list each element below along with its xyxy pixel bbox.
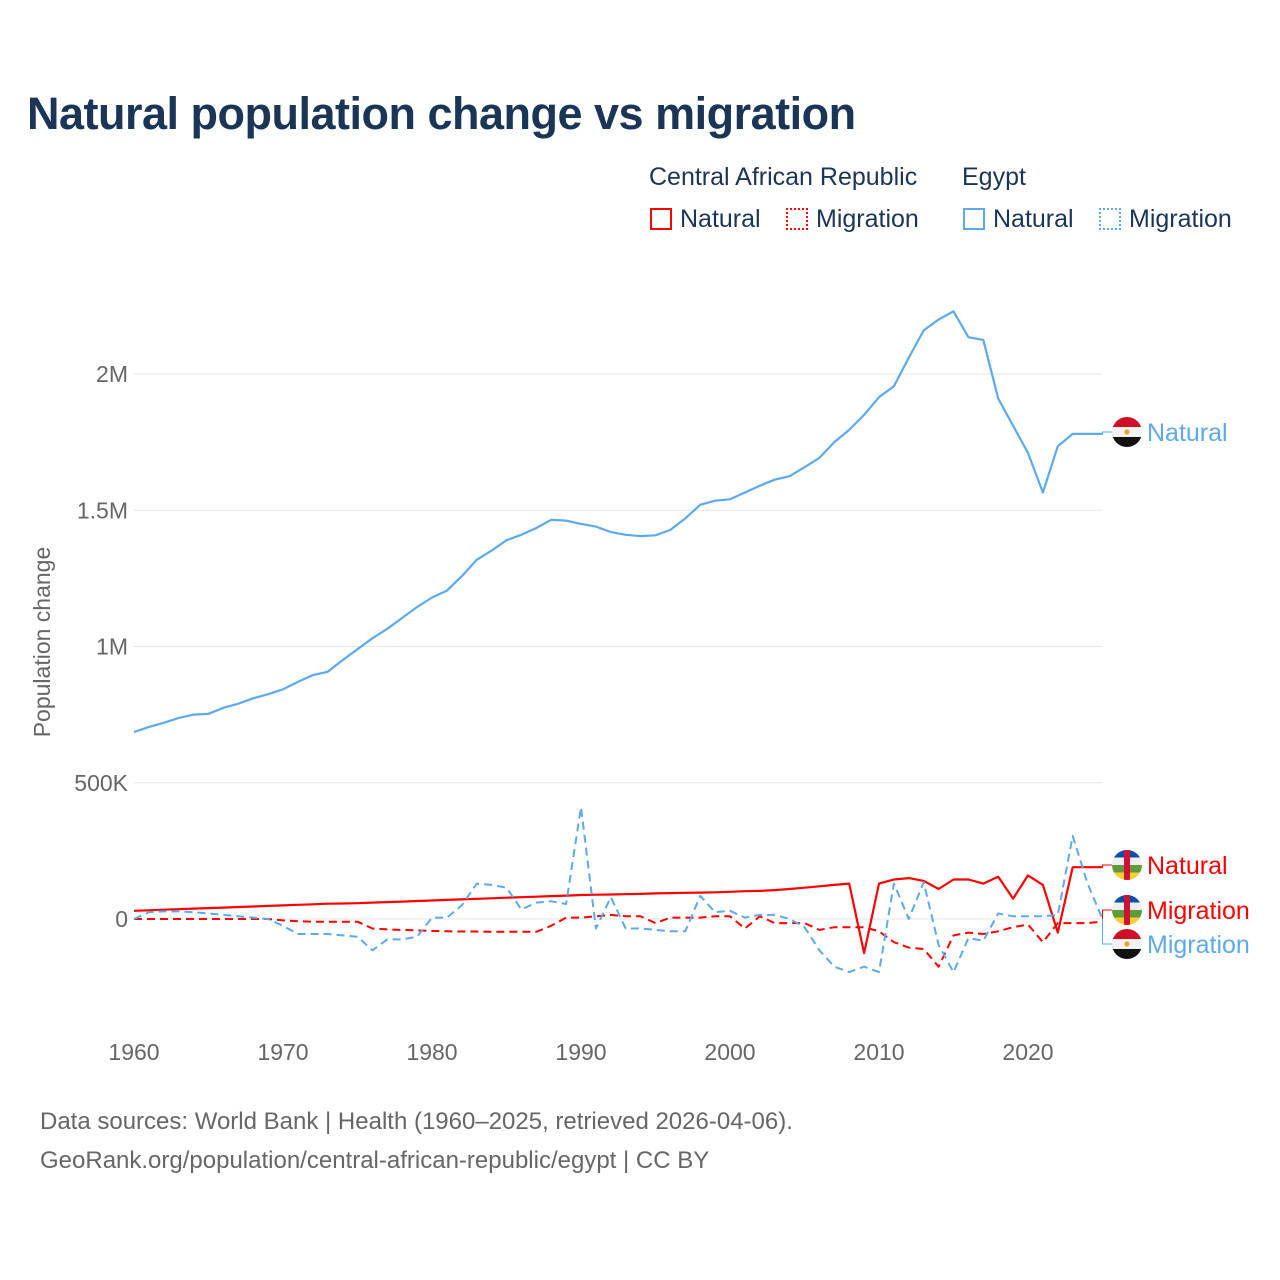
legend-country-car: Central African Republic (649, 163, 918, 191)
legend-swatch-car-migration (786, 208, 808, 230)
car-flag-icon (1112, 850, 1142, 880)
flag-body (1112, 929, 1142, 959)
legend-egypt-natural[interactable]: Natural (993, 205, 1074, 233)
end-label-connector (1102, 909, 1112, 922)
car-flag-icon (1112, 895, 1142, 925)
legend-swatch-egypt-natural (963, 208, 985, 230)
egypt-flag-icon (1112, 929, 1142, 959)
end-label: Migration (1147, 897, 1250, 925)
flag-emblem (1124, 429, 1130, 435)
end-label: Migration (1147, 931, 1250, 959)
y-tick-label: 2M (96, 361, 128, 387)
flag-body (1112, 417, 1142, 447)
x-tick-label: 1970 (257, 1039, 308, 1065)
flag-stripe (1112, 437, 1142, 447)
y-tick-label: 0 (115, 906, 128, 932)
legend-car-natural[interactable]: Natural (680, 205, 761, 233)
x-tick-label: 1960 (108, 1039, 159, 1065)
egypt-flag-icon (1112, 417, 1142, 447)
end-label-connector (1102, 919, 1112, 945)
flag-stripe (1124, 895, 1130, 925)
x-tick-label: 2000 (704, 1039, 755, 1065)
series-line-central-african-republic-migration (134, 913, 1103, 968)
flag-stripe (1124, 850, 1130, 880)
legend-country-egypt: Egypt (962, 163, 1026, 191)
legend-swatch-egypt-migration (1099, 208, 1121, 230)
y-tick-label: 1.5M (77, 497, 128, 523)
end-label: Natural (1147, 852, 1228, 880)
legend-swatch-car-natural (650, 208, 672, 230)
x-tick-label: 1980 (406, 1039, 457, 1065)
series-line-egypt-migration (133, 806, 1104, 974)
flag-body (1112, 850, 1142, 880)
legend-car-migration[interactable]: Migration (816, 205, 919, 233)
footer-link[interactable]: GeoRank.org/population/central-african-r… (40, 1147, 710, 1174)
x-tick-label: 2020 (1002, 1039, 1053, 1065)
x-tick-label: 2010 (853, 1039, 904, 1065)
y-tick-label: 500K (74, 770, 128, 796)
chart-title: Natural population change vs migration (27, 88, 856, 139)
series-line-central-african-republic-natural (133, 866, 1103, 955)
flag-stripe (1112, 417, 1142, 427)
y-axis-label: Population change (29, 547, 55, 738)
footer-sources: Data sources: World Bank | Health (1960–… (40, 1108, 793, 1135)
flag-emblem (1124, 941, 1130, 947)
flag-stripe (1112, 929, 1142, 939)
flag-body (1112, 895, 1142, 925)
x-tick-label: 1990 (555, 1039, 606, 1065)
series-line-egypt-natural (133, 310, 1103, 734)
end-label-connector (1102, 431, 1112, 434)
y-tick-label: 1M (96, 634, 128, 660)
flag-stripe (1112, 949, 1142, 959)
legend-egypt-migration[interactable]: Migration (1129, 205, 1232, 233)
end-label: Natural (1147, 419, 1228, 447)
end-label-connector (1102, 864, 1112, 868)
